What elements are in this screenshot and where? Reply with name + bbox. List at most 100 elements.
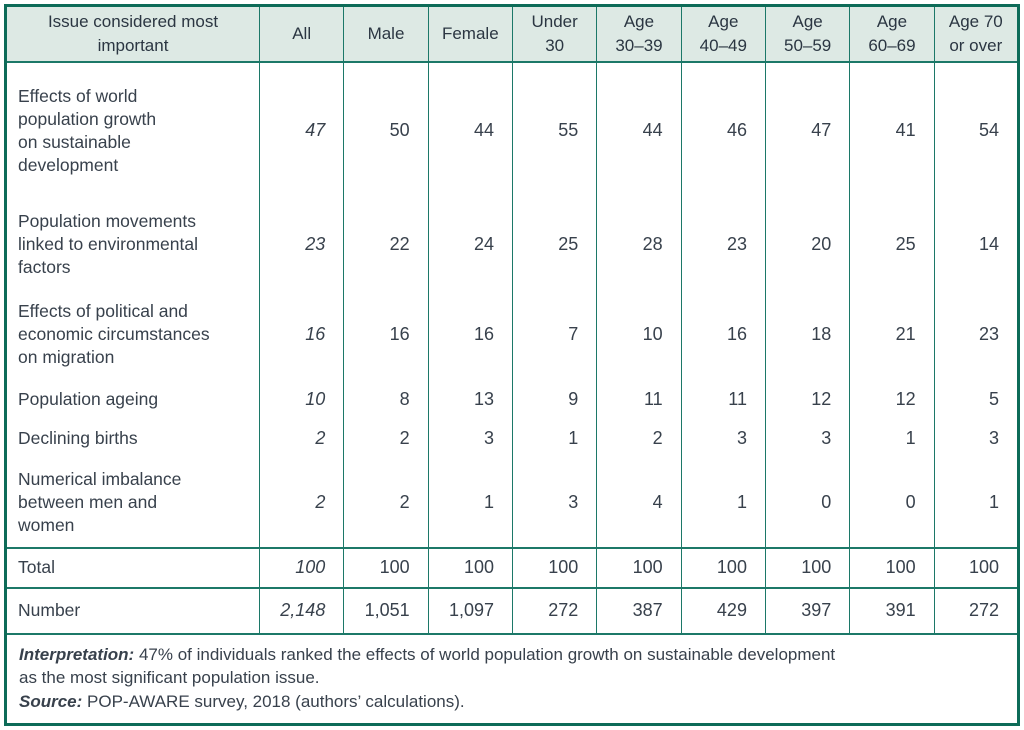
value-cell: 0 [849,457,935,548]
column-header: All [258,5,344,63]
value-cell: 21 [849,289,935,380]
header-row: Issue considered most important All Male Fe… [5,5,1019,63]
interpretation-text: 47% of individuals ranked the effects of… [19,644,836,688]
value-cell: 8 [343,379,429,419]
table-row: Effects of political and economic circum… [5,289,1019,380]
value-cell: 23 [933,289,1019,380]
value-cell: 3 [764,418,850,458]
value-cell: 100 [933,546,1019,588]
value-cell: 22 [343,198,429,290]
column-header: Age 40–49 [680,5,766,63]
value-cell: 55 [511,61,597,199]
value-cell: 397 [764,586,850,634]
value-cell: 25 [849,198,935,290]
value-cell: 1 [933,457,1019,548]
column-header-issue: Issue considered most important [5,5,260,63]
survey-results-table: Issue considered most important All Male Fe… [4,4,1020,726]
value-cell: 23 [680,198,766,290]
source-label: Source: [19,691,83,711]
table-footnotes-row: Interpretation: 47% of individuals ranke… [5,632,1019,725]
value-cell: 46 [680,61,766,199]
value-cell: 4 [596,457,682,548]
value-cell: 2 [258,418,344,458]
column-header: Age 60–69 [849,5,935,63]
value-cell: 100 [680,546,766,588]
value-cell: 2 [596,418,682,458]
value-cell: 10 [596,289,682,380]
value-cell: 13 [427,379,513,419]
value-cell: 28 [596,198,682,290]
value-cell: 100 [849,546,935,588]
value-cell: 47 [258,61,344,199]
column-header: Age 70 or over [933,5,1019,63]
value-cell: 1,051 [343,586,429,634]
table-body: Effects of world population growth on su… [5,61,1019,634]
number-row: Number 2,148 1,051 1,097 272 387 429 397 391 272 [5,586,1019,634]
row-label: Number [5,586,260,634]
value-cell: 429 [680,586,766,634]
value-cell: 0 [764,457,850,548]
value-cell: 1 [511,418,597,458]
value-cell: 2 [343,418,429,458]
table-row: Population movements linked to environme… [5,198,1019,290]
value-cell: 100 [258,546,344,588]
column-header: Age 50–59 [764,5,850,63]
value-cell: 16 [343,289,429,380]
column-header: Age 30–39 [596,5,682,63]
total-row: Total 100 100 100 100 100 100 100 100 100 [5,546,1019,588]
table-footnotes-cell: Interpretation: 47% of individuals ranke… [5,632,1019,725]
value-cell: 50 [343,61,429,199]
row-label: Numerical imbalance between men and wome… [5,457,260,548]
value-cell: 2 [343,457,429,548]
value-cell: 20 [764,198,850,290]
row-label: Effects of political and economic circum… [5,289,260,380]
value-cell: 12 [849,379,935,419]
value-cell: 2 [258,457,344,548]
value-cell: 272 [933,586,1019,634]
column-header: Under 30 [511,5,597,63]
value-cell: 387 [596,586,682,634]
value-cell: 9 [511,379,597,419]
value-cell: 5 [933,379,1019,419]
value-cell: 100 [343,546,429,588]
value-cell: 23 [258,198,344,290]
value-cell: 11 [680,379,766,419]
value-cell: 3 [933,418,1019,458]
row-label: Declining births [5,418,260,458]
row-label: Population ageing [5,379,260,419]
value-cell: 25 [511,198,597,290]
value-cell: 100 [511,546,597,588]
value-cell: 100 [596,546,682,588]
value-cell: 100 [427,546,513,588]
value-cell: 1,097 [427,586,513,634]
value-cell: 3 [427,418,513,458]
row-label: Total [5,546,260,588]
value-cell: 16 [258,289,344,380]
table-row: Population ageing 10 8 13 9 11 11 12 12 5 [5,379,1019,419]
value-cell: 18 [764,289,850,380]
table-row: Declining births 2 2 3 1 2 3 3 1 3 [5,418,1019,458]
value-cell: 11 [596,379,682,419]
value-cell: 41 [849,61,935,199]
table-row: Effects of world population growth on su… [5,61,1019,199]
value-cell: 44 [596,61,682,199]
value-cell: 10 [258,379,344,419]
row-label: Population movements linked to environme… [5,198,260,290]
value-cell: 1 [849,418,935,458]
interpretation-label: Interpretation: [19,644,135,664]
value-cell: 24 [427,198,513,290]
value-cell: 44 [427,61,513,199]
table-row: Numerical imbalance between men and wome… [5,457,1019,548]
value-cell: 16 [680,289,766,380]
value-cell: 47 [764,61,850,199]
value-cell: 3 [680,418,766,458]
interpretation-note: Interpretation: 47% of individuals ranke… [19,643,1005,690]
source-text: POP-AWARE survey, 2018 (authors’ calcula… [82,691,465,711]
value-cell: 3 [511,457,597,548]
value-cell: 12 [764,379,850,419]
column-header: Male [343,5,429,63]
source-note: Source: POP-AWARE survey, 2018 (authors’… [19,690,1005,714]
row-label: Effects of world population growth on su… [5,61,260,199]
value-cell: 100 [764,546,850,588]
